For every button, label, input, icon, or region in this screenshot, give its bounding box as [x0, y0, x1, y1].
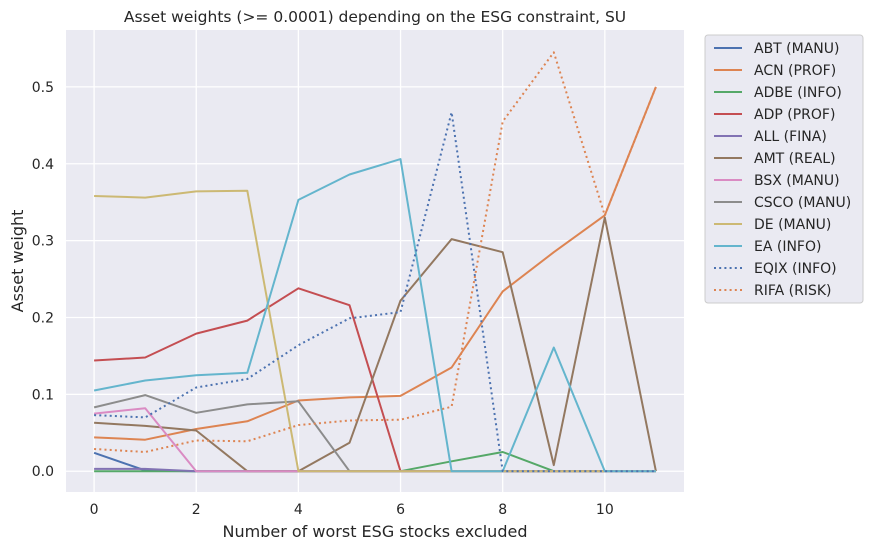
- legend-label: EA (INFO): [754, 239, 821, 255]
- y-axis-label: Asset weight: [8, 210, 27, 313]
- y-tick-labels: 0.0 0.1 0.2 0.3 0.4 0.5: [32, 80, 54, 480]
- chart-title: Asset weights (>= 0.0001) depending on t…: [124, 8, 626, 26]
- x-tick-labels: 0 2 4 6 8 10: [90, 502, 614, 518]
- x-axis-label: Number of worst ESG stocks excluded: [223, 522, 528, 541]
- legend-label: ADP (PROF): [754, 107, 835, 123]
- y-tick-label: 0.5: [32, 80, 54, 96]
- legend-label: DE (MANU): [754, 217, 831, 233]
- x-tick-label: 6: [396, 502, 405, 518]
- y-tick-label: 0.3: [32, 234, 54, 250]
- y-tick-label: 0.2: [32, 311, 54, 327]
- y-tick-label: 0.0: [32, 464, 54, 480]
- legend-label: ADBE (INFO): [754, 85, 842, 101]
- legend-label: ACN (PROF): [754, 63, 836, 79]
- legend-label: AMT (REAL): [754, 151, 836, 167]
- series-lines: [93, 51, 657, 473]
- x-tick-label: 8: [498, 502, 507, 518]
- plot-area: [66, 30, 684, 492]
- legend-frame: [704, 34, 864, 304]
- legend-label: RIFA (RISK): [754, 283, 832, 299]
- y-tick-label: 0.1: [32, 387, 54, 403]
- legend-label: ABT (MANU): [754, 41, 839, 57]
- x-tick-label: 0: [90, 502, 99, 518]
- x-tick-label: 10: [596, 502, 614, 518]
- series-line-de: [94, 189, 656, 473]
- legend-label: BSX (MANU): [754, 173, 840, 189]
- y-tick-label: 0.4: [32, 157, 54, 173]
- x-tick-label: 2: [192, 502, 201, 518]
- series-line-ea: [93, 158, 656, 473]
- x-tick-label: 4: [294, 502, 303, 518]
- legend-label: EQIX (INFO): [754, 261, 837, 277]
- series-line-eqix: [94, 111, 656, 473]
- legend-label: ALL (FINA): [754, 129, 827, 145]
- series-line-rifa: [94, 51, 657, 453]
- series-line-amt: [94, 216, 657, 473]
- legend-label: CSCO (MANU): [754, 195, 851, 211]
- legend: ABT (MANU) ACN (PROF) ADBE (INFO) ADP (PROF…: [704, 34, 864, 304]
- series-line-acn: [94, 86, 657, 441]
